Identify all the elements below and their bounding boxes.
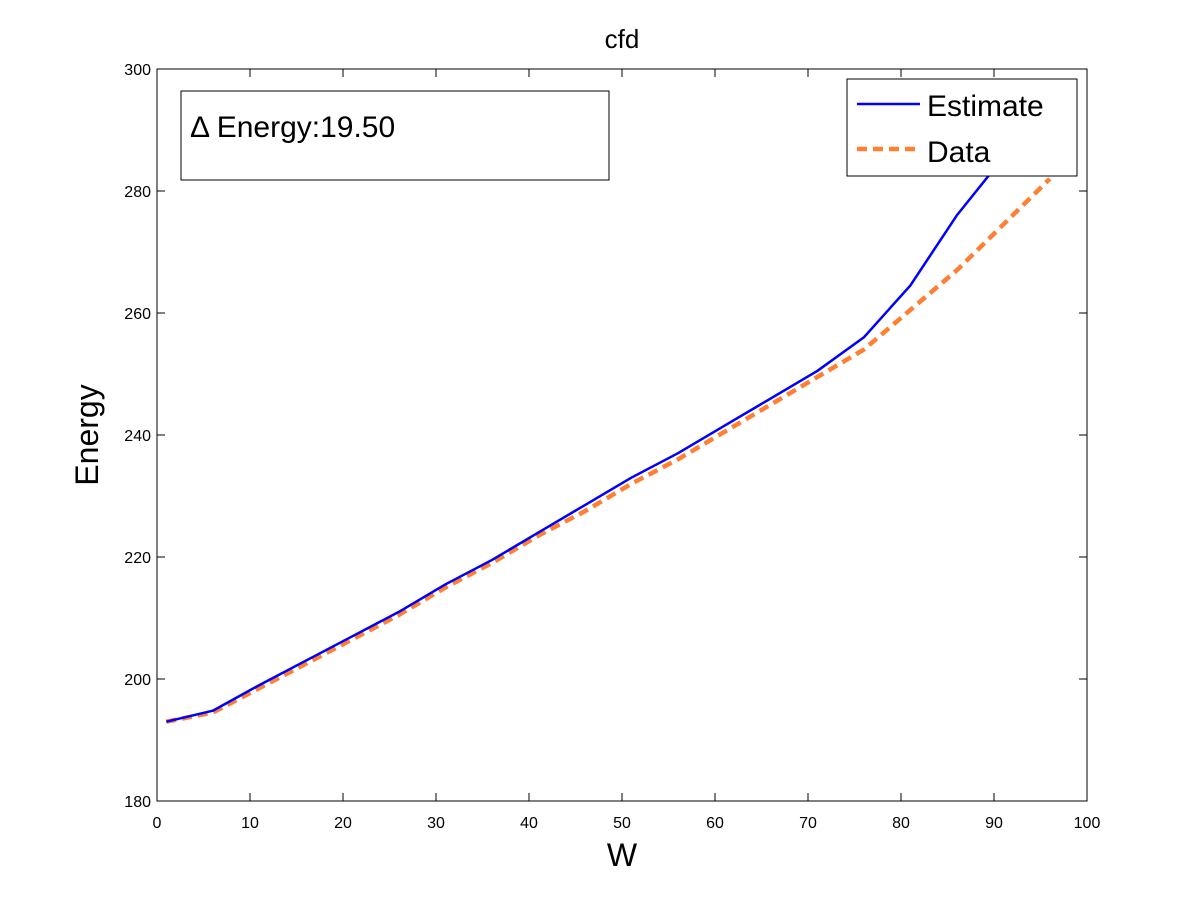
x-tick-label: 10 (241, 815, 259, 832)
x-tick-label: 50 (613, 815, 631, 832)
y-tick-label: 300 (124, 62, 151, 79)
x-tick-label: 60 (706, 815, 724, 832)
plot-area (156, 68, 1088, 802)
series-layer (165, 156, 1052, 724)
annotation-box: Δ Energy:19.50 (180, 90, 610, 181)
legend: Estimate Data (846, 78, 1078, 177)
annotation-text: Δ Energy:19.50 (190, 111, 395, 144)
legend-label-estimate: Estimate (927, 90, 1044, 123)
x-tick-label: 70 (799, 815, 817, 832)
x-tick-label: 40 (520, 815, 538, 832)
y-axis-label: Energy (69, 384, 105, 485)
x-axis-label: W (607, 837, 638, 873)
series-line-data (165, 177, 1052, 724)
x-tick-label: 20 (334, 815, 352, 832)
x-tick-label: 30 (427, 815, 445, 832)
chart-title: cfd (605, 24, 640, 54)
y-tick-label: 200 (124, 672, 151, 689)
legend-frame (846, 78, 1078, 177)
x-tick-label: 100 (1074, 815, 1101, 832)
y-tick-label: 260 (124, 306, 151, 323)
y-tick-label: 240 (124, 428, 151, 445)
x-tick-label: 80 (892, 815, 910, 832)
x-tick-label: 0 (153, 815, 162, 832)
y-tick-label: 280 (124, 184, 151, 201)
series-line-estimate (166, 156, 1005, 723)
y-tick-label: 180 (124, 794, 151, 811)
y-tick-label: 220 (124, 550, 151, 567)
x-tick-label: 90 (985, 815, 1003, 832)
annotation-frame (180, 90, 610, 181)
axis-ticks: 0 10 20 30 40 50 60 70 80 90 100 180 200 220 240 260 280… (124, 62, 1100, 832)
legend-label-data: Data (927, 136, 991, 169)
